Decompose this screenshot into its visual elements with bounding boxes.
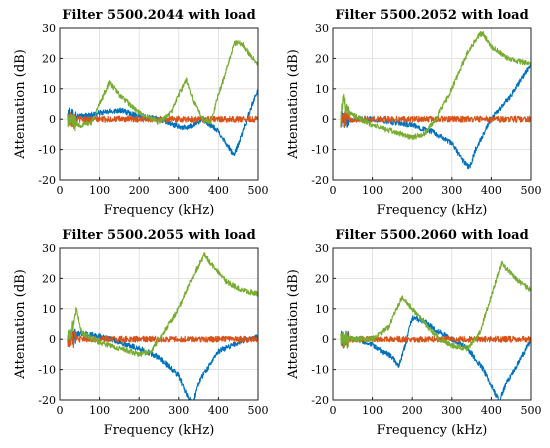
chart-panel-2: 0 100 200 300 400 500 -20 -10 0 10 20 30 Filter 5500… (286, 8, 542, 218)
y-tick-label: 30 (315, 22, 329, 35)
axes-frame (59, 247, 259, 401)
y-tick-label: 0 (49, 113, 56, 126)
y-tick-label: -20 (311, 394, 329, 407)
x-tick-label: 300 (168, 184, 189, 197)
x-tick-label: 0 (330, 404, 337, 417)
chart-title: Filter 5500.2052 with load (335, 8, 528, 23)
series-line-blue (340, 315, 531, 400)
x-tick-label: 100 (89, 404, 110, 417)
y-tick-label: -20 (38, 174, 56, 187)
series-line-green (340, 30, 531, 141)
chart-panel-3: 0 100 200 300 400 500 -20 -10 0 10 20 30 Filter 5500… (13, 228, 269, 438)
y-tick-label: -10 (311, 364, 329, 377)
y-tick-label: 20 (315, 52, 329, 65)
x-axis-label: Frequency (kHz) (104, 423, 215, 438)
x-tick-label: 200 (129, 184, 150, 197)
y-tick-label: 10 (42, 83, 56, 96)
x-tick-label: 200 (129, 404, 150, 417)
x-tick-label: 100 (362, 184, 383, 197)
x-tick-label: 300 (168, 404, 189, 417)
y-tick-label: 10 (42, 303, 56, 316)
series-line-blue (340, 62, 531, 170)
series-line-green (340, 260, 531, 352)
chart-title: Filter 5500.2060 with load (335, 228, 528, 243)
axes-frame (332, 247, 532, 401)
x-tick-label: 0 (330, 184, 337, 197)
y-tick-label: 20 (42, 52, 56, 65)
y-tick-label: -20 (38, 394, 56, 407)
series-line-green (67, 39, 258, 132)
y-tick-label: 30 (315, 242, 329, 255)
traces (67, 252, 258, 400)
chart-panel-1: 0 100 200 300 400 500 -20 -10 0 10 20 30 Filter 5500… (13, 8, 269, 218)
series-line-orange (340, 110, 531, 129)
x-tick-label: 400 (481, 184, 502, 197)
axes-frame (332, 27, 532, 181)
axes-frame (59, 27, 259, 181)
chart-title: Filter 5500.2055 with load (62, 228, 255, 243)
y-tick-label: 10 (315, 83, 329, 96)
y-tick-label: -10 (38, 144, 56, 157)
chart-panel-4: 0 100 200 300 400 500 -20 -10 0 10 20 30 Filter 5500… (286, 228, 542, 438)
y-tick-label: 0 (322, 113, 329, 126)
y-tick-label: 30 (42, 22, 56, 35)
x-tick-label: 500 (248, 184, 269, 197)
x-tick-label: 200 (402, 404, 423, 417)
y-axis-label: Attenuation (dB) (286, 269, 301, 380)
x-tick-label: 400 (481, 404, 502, 417)
chart-title: Filter 5500.2044 with load (62, 8, 255, 23)
y-tick-label: 0 (49, 333, 56, 346)
traces (67, 39, 258, 157)
x-axis-label: Frequency (kHz) (104, 203, 215, 218)
x-tick-label: 400 (208, 404, 229, 417)
x-tick-label: 100 (362, 404, 383, 417)
x-tick-label: 400 (208, 184, 229, 197)
y-axis-label: Attenuation (dB) (286, 49, 301, 160)
x-tick-label: 0 (57, 184, 64, 197)
traces (340, 260, 531, 400)
y-tick-label: -20 (311, 174, 329, 187)
y-tick-label: -10 (311, 144, 329, 157)
x-tick-label: 300 (441, 404, 462, 417)
y-tick-label: 20 (42, 272, 56, 285)
y-tick-label: 20 (315, 272, 329, 285)
y-axis-label: Attenuation (dB) (13, 269, 28, 380)
traces (340, 30, 531, 170)
x-tick-label: 100 (89, 184, 110, 197)
y-tick-label: -10 (38, 364, 56, 377)
x-tick-label: 300 (441, 184, 462, 197)
y-tick-label: 10 (315, 303, 329, 316)
x-axis-label: Frequency (kHz) (377, 203, 488, 218)
x-tick-label: 0 (57, 404, 64, 417)
x-tick-label: 500 (521, 184, 542, 197)
x-axis-label: Frequency (kHz) (377, 423, 488, 438)
y-axis-label: Attenuation (dB) (13, 49, 28, 160)
series-line-green (67, 252, 258, 358)
x-tick-label: 500 (248, 404, 269, 417)
y-tick-label: 30 (42, 242, 56, 255)
series-line-blue (67, 88, 258, 157)
x-tick-label: 500 (521, 404, 542, 417)
y-tick-label: 0 (322, 333, 329, 346)
x-tick-label: 200 (402, 184, 423, 197)
